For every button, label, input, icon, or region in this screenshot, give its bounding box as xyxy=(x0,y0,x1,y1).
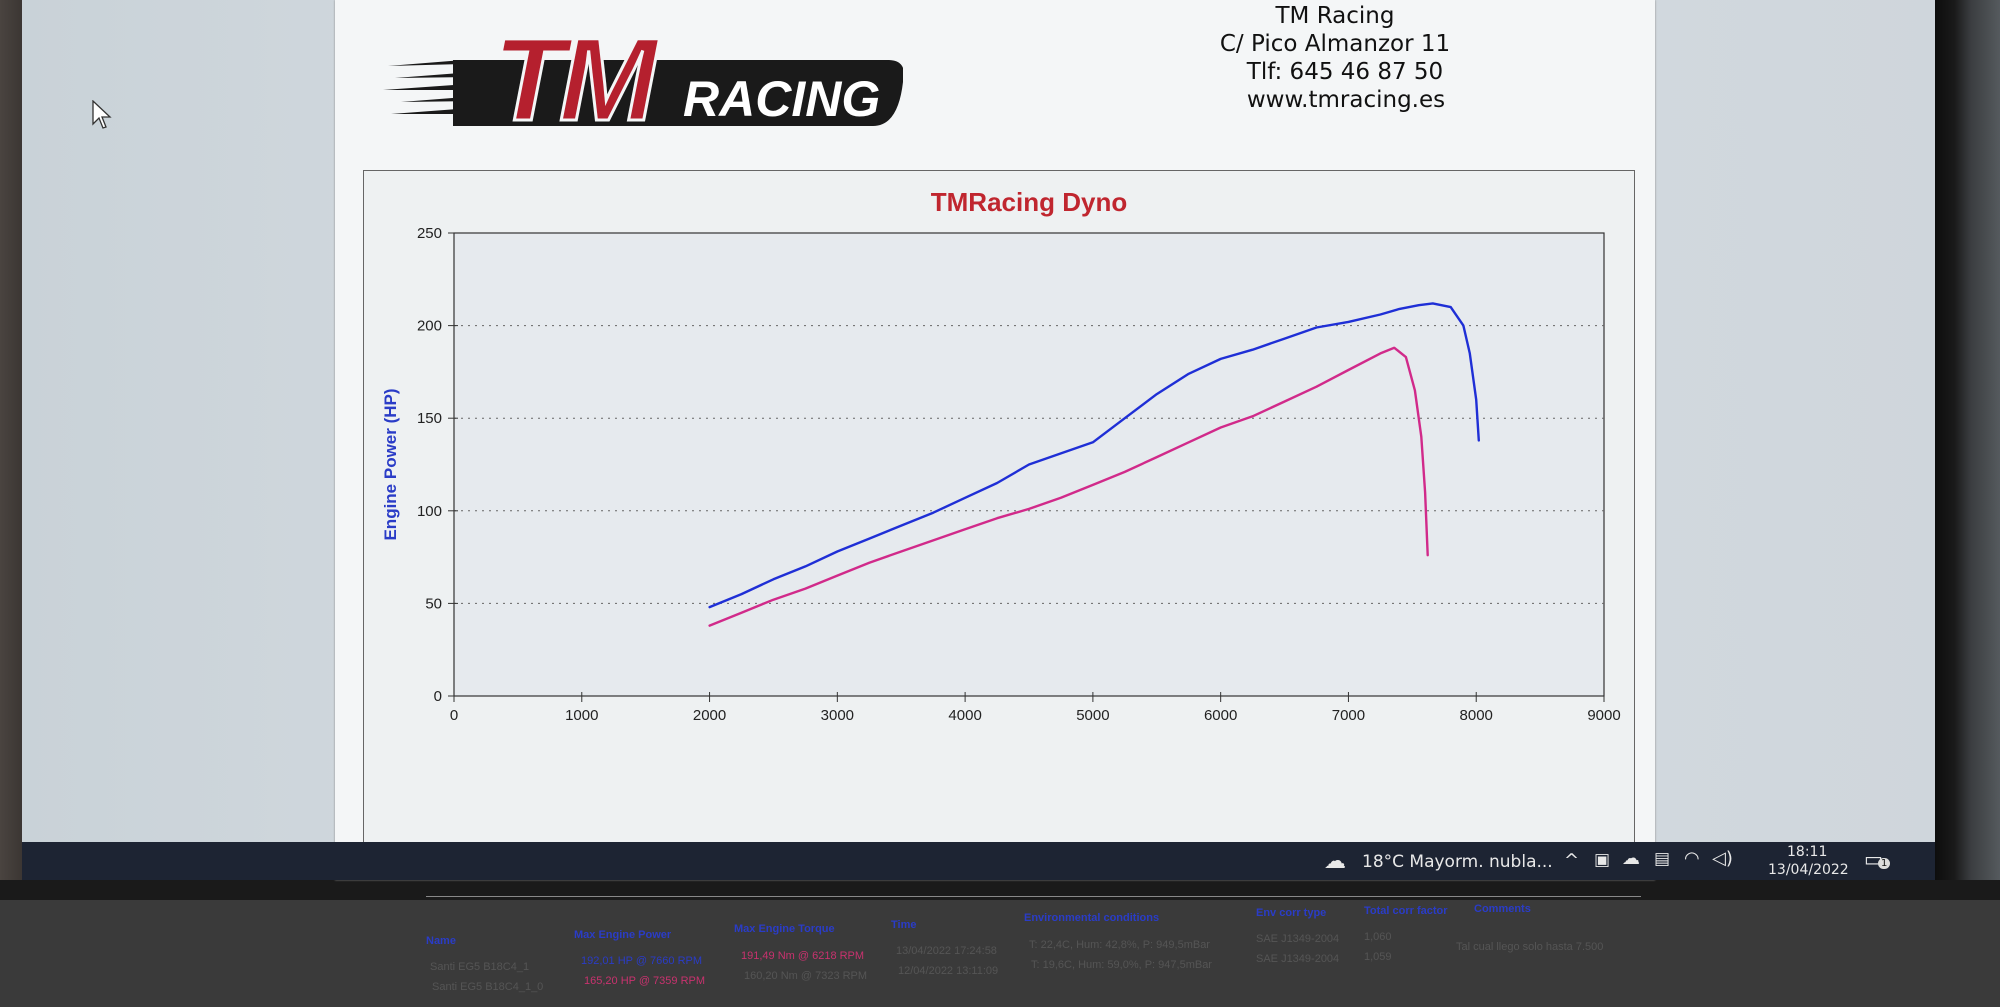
x-tick-label: 9000 xyxy=(1587,707,1620,724)
monitor-bezel-bottom xyxy=(0,880,2000,900)
header-power: Max Engine Power xyxy=(574,929,672,941)
meet-now-icon[interactable]: ▣ xyxy=(1594,850,1611,870)
x-tick-label: 2000 xyxy=(693,707,726,724)
x-tick-label: 1000 xyxy=(565,707,598,724)
row2-name: Santi EG5 B18C4_1_0 xyxy=(432,981,544,993)
x-tick-label: 6000 xyxy=(1204,707,1237,724)
header-comments: Comments xyxy=(1474,903,1531,915)
company-address: C/ Pico Almanzor 11 xyxy=(1219,31,1451,57)
row2-torque: 160,20 Nm @ 7323 RPM xyxy=(744,970,868,982)
row2-power: 165,20 HP @ 7359 RPM xyxy=(584,975,706,987)
series-line-2 xyxy=(708,346,1429,627)
x-tick-label: 4000 xyxy=(948,707,981,724)
row1-corr-type: SAE J1349-2004 xyxy=(1256,933,1340,945)
dyno-chart-frame: TMRacing Dyno 0 50 100 150 200 250 0 1000 2000 300… xyxy=(363,170,1641,993)
header-name: Name xyxy=(426,935,456,947)
y-axis-label: Engine Power (HP) xyxy=(381,388,400,540)
monitor-bezel-right xyxy=(1935,0,2000,900)
logo-tm-text: TM xyxy=(493,14,660,128)
row1-name: Santi EG5 B18C4_1 xyxy=(430,961,530,973)
y-tick-label: 0 xyxy=(434,688,442,705)
x-tick-label: 5000 xyxy=(1076,707,1109,724)
weather-text[interactable]: 18°C Mayorm. nubla... xyxy=(1362,852,1553,872)
weather-cloud-icon[interactable]: ☁ xyxy=(1324,849,1346,874)
header-corr-type: Env corr type xyxy=(1256,907,1327,919)
dyno-report-window: TM RACING TM Racing C/ Pico Almanzor 11 … xyxy=(335,0,1655,993)
mouse-cursor-icon xyxy=(92,100,112,129)
company-website: www.tmracing.es xyxy=(1246,87,1446,113)
logo-racing-text: RACING xyxy=(683,71,880,127)
row2-env: T: 19,6C, Hum: 59,0%, P: 947,5mBar xyxy=(1031,959,1212,971)
row1-corr-factor: 1,060 xyxy=(1364,931,1392,943)
header-corr-factor: Total corr factor xyxy=(1364,905,1448,917)
x-tick-label: 3000 xyxy=(821,707,854,724)
volume-icon[interactable]: ◁) xyxy=(1712,848,1733,869)
header-time: Time xyxy=(891,919,917,931)
run-summary-table: Name Max Engine Power Max Engine Torque … xyxy=(426,896,1641,1007)
clock-date[interactable]: 13/04/2022 xyxy=(1768,862,1849,878)
company-phone: Tlf: 645 46 87 50 xyxy=(1246,59,1444,85)
row2-time: 12/04/2022 13:11:09 xyxy=(898,965,999,977)
row1-time: 13/04/2022 17:24:58 xyxy=(896,945,997,957)
row1-comments: Tal cual llego solo hasta 7.500 xyxy=(1456,941,1604,953)
row1-env: T: 22,4C, Hum: 42,8%, P: 949,5mBar xyxy=(1029,939,1210,951)
notification-count-badge: 1 xyxy=(1878,858,1891,869)
windows-taskbar: ☁ 18°C Mayorm. nubla... ^ ▣ ☁ ▤ ◠ ◁) 18:… xyxy=(22,842,1935,880)
tm-racing-logo: TM RACING xyxy=(383,13,903,128)
network-status-icon[interactable]: ▤ xyxy=(1654,849,1671,869)
x-axis-label: RPM xyxy=(1009,730,1049,731)
header-env: Environmental conditions xyxy=(1024,912,1160,924)
logo-banner xyxy=(453,60,903,126)
onedrive-icon[interactable]: ☁ xyxy=(1622,848,1640,869)
row1-torque: 191,49 Nm @ 6218 RPM xyxy=(741,950,865,962)
y-tick-label: 200 xyxy=(417,318,442,335)
company-info: TM Racing C/ Pico Almanzor 11 Tlf: 645 4… xyxy=(1155,2,1515,114)
x-tick-label: 0 xyxy=(450,707,458,724)
row2-corr-factor: 1,059 xyxy=(1364,951,1392,963)
company-name: TM Racing xyxy=(1275,3,1395,29)
x-tick-label: 7000 xyxy=(1332,707,1365,724)
y-tick-label: 100 xyxy=(417,503,442,520)
y-tick-label: 150 xyxy=(417,410,442,427)
chevron-up-icon[interactable]: ^ xyxy=(1564,850,1580,871)
header-torque: Max Engine Torque xyxy=(734,923,835,935)
x-tick-label: 8000 xyxy=(1460,707,1493,724)
y-tick-label: 50 xyxy=(425,595,442,612)
clock-time[interactable]: 18:11 xyxy=(1787,844,1828,860)
row2-corr-type: SAE J1349-2004 xyxy=(1256,953,1340,965)
chart-title: TMRacing Dyno xyxy=(931,187,1127,217)
y-tick-label: 250 xyxy=(417,225,442,242)
dyno-chart: TMRacing Dyno 0 50 100 150 200 250 0 1000 2000 300… xyxy=(381,187,1621,731)
series-line-1 xyxy=(708,302,1481,609)
wifi-icon[interactable]: ◠ xyxy=(1684,848,1700,869)
row1-power: 192,01 HP @ 7660 RPM xyxy=(581,955,703,967)
